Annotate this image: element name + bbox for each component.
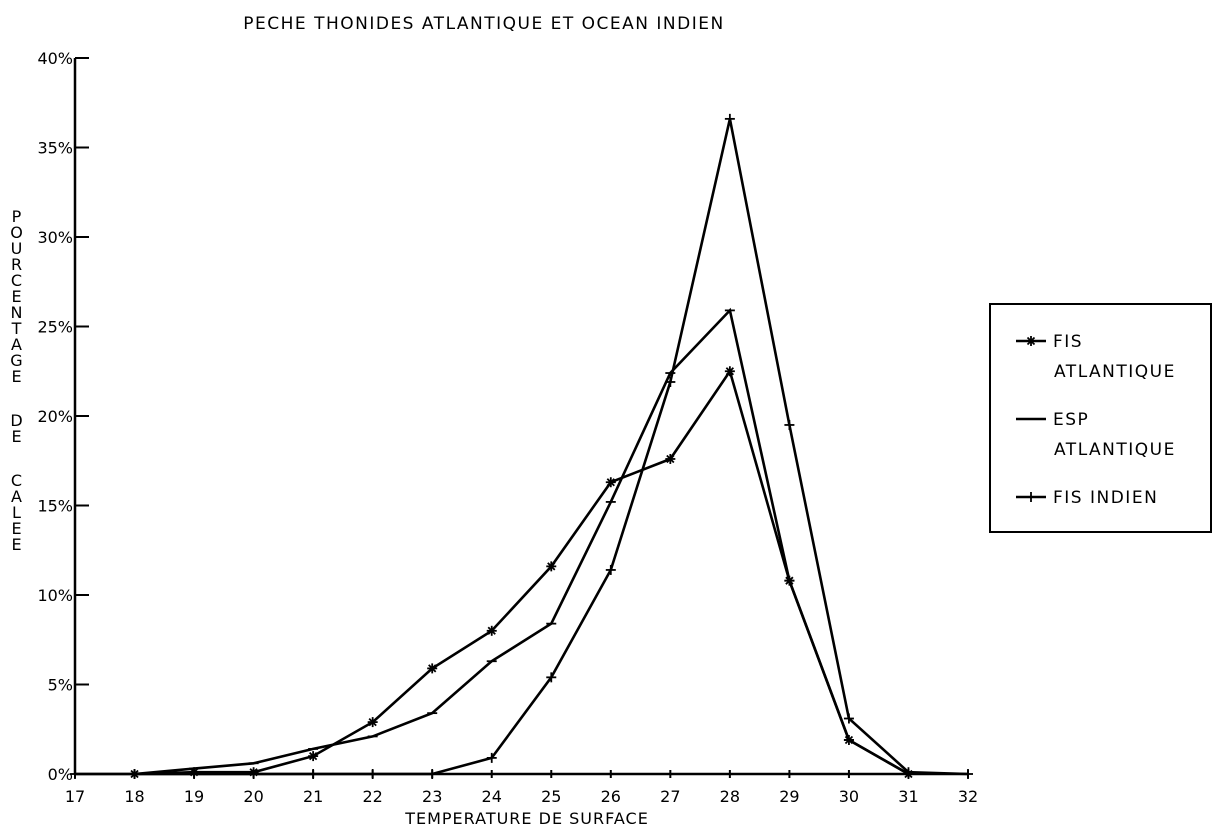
legend-label: ESP [1053,410,1089,430]
y-tick-label: 10% [37,586,73,605]
legend-label: ATLANTIQUE [1054,362,1176,382]
series-lines [70,113,973,779]
data-point [724,113,735,124]
x-tick-label: 20 [243,787,263,806]
data-point [605,477,616,488]
x-tick-label: 30 [839,787,859,806]
x-tick-label: 32 [958,787,978,806]
y-tick-label: 5% [48,676,73,695]
x-axis-title: TEMPERATURE DE SURFACE [404,809,649,828]
y-tick-label: 35% [37,139,73,158]
y-ticks: 0% 5% 10% 15% 20% 25% 30% 35% 40% [37,49,89,784]
data-point [308,751,319,762]
x-tick-label: 31 [898,787,918,806]
data-point [546,561,557,572]
series-3 [70,113,973,779]
y-tick-label: 40% [37,49,73,68]
x-tick-label: 29 [779,787,799,806]
legend-item: FIS ATLANTIQUE [1016,332,1176,382]
x-tick-label: 28 [720,787,740,806]
series-line [75,118,969,776]
data-point [189,769,200,779]
data-point [903,767,914,778]
y-tick-label: 20% [37,407,73,426]
legend-label: FIS INDIEN [1053,488,1158,508]
chart-title: PECHE THONIDES ATLANTIQUE ET OCEAN INDIE… [243,14,724,34]
legend-item: ESP ATLANTIQUE [1016,410,1176,460]
data-point [665,453,676,464]
data-point [70,769,80,779]
data-point [427,663,438,674]
x-tick-label: 18 [124,787,144,806]
y-tick-label: 15% [37,497,73,516]
x-tick-label: 19 [184,787,204,806]
data-point [843,713,854,724]
legend-marker [1026,492,1036,502]
data-point [367,769,378,779]
data-point [784,419,795,430]
x-tick-label: 23 [422,787,442,806]
data-point [129,769,140,779]
x-tick-label: 25 [541,787,561,806]
data-point [367,717,378,728]
x-tick-label: 24 [482,787,502,806]
x-ticks: 17 18 19 20 21 22 23 24 25 26 27 28 29 30 31 32 [65,770,978,806]
y-tick-label: 25% [37,318,73,337]
legend-marker [1026,336,1036,346]
data-point [486,752,497,763]
x-tick-label: 21 [303,787,323,806]
series-2 [129,307,914,776]
data-point [308,769,319,779]
y-tick-label: 30% [37,228,73,247]
data-point [427,769,438,779]
legend: FIS ATLANTIQUE ESP ATLANTIQUE FIS INDIEN [989,303,1212,533]
x-tick-label: 26 [601,787,621,806]
data-point [546,672,557,683]
legend-item: FIS INDIEN [1016,488,1158,508]
series-line [134,307,910,776]
data-point [605,564,616,575]
x-tick-label: 22 [362,787,382,806]
data-point [963,769,973,779]
y-tick-label: 0% [48,765,73,784]
x-tick-label: 27 [660,787,680,806]
data-point [665,376,676,387]
data-point [486,625,497,636]
legend-label: FIS [1053,332,1083,352]
legend-label: ATLANTIQUE [1054,440,1176,460]
data-point [248,769,259,779]
series-line [134,368,910,776]
x-tick-label: 17 [65,787,85,806]
data-point [724,366,735,377]
